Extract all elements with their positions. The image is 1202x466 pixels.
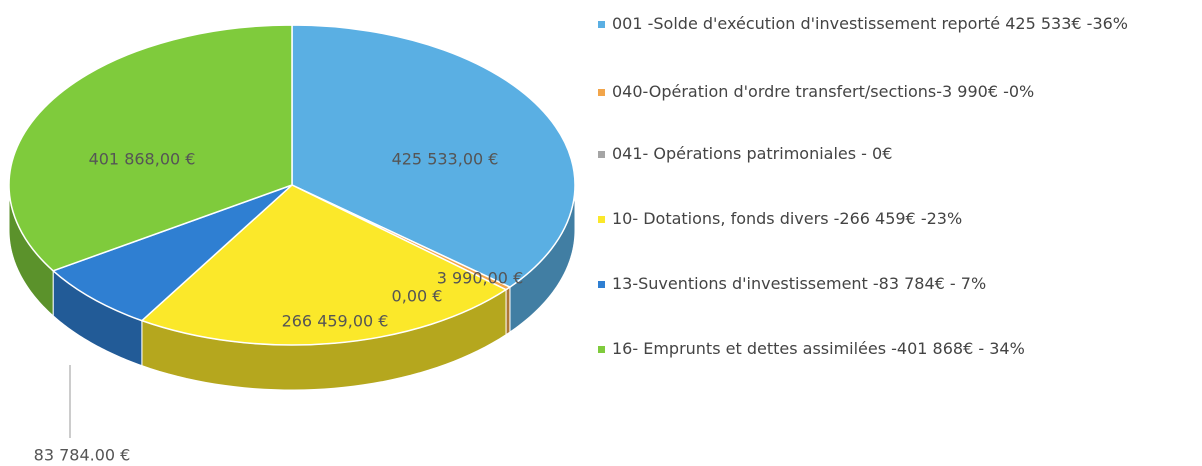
legend-item: 13-Suventions d'investissement -83 784€ … bbox=[596, 272, 1196, 296]
legend-marker bbox=[598, 216, 605, 223]
legend-marker bbox=[598, 151, 605, 158]
legend-marker bbox=[598, 346, 605, 353]
legend-marker bbox=[598, 21, 605, 28]
legend-label: 001 -Solde d'exécution d'investissement … bbox=[612, 14, 1128, 33]
legend-item: 041- Opérations patrimoniales - 0€ bbox=[596, 142, 1196, 166]
legend-item: 001 -Solde d'exécution d'investissement … bbox=[596, 12, 1196, 36]
legend-label: 13-Suventions d'investissement -83 784€ … bbox=[612, 274, 987, 293]
legend-marker bbox=[598, 89, 605, 96]
slice-side bbox=[505, 286, 511, 336]
slice bbox=[8, 24, 293, 272]
data-label: 3 990,00 € bbox=[437, 269, 524, 288]
data-label: 0,00 € bbox=[392, 287, 443, 306]
slice bbox=[51, 184, 293, 322]
legend-label: 10- Dotations, fonds divers -266 459€ -2… bbox=[612, 209, 963, 228]
legend-label: 16- Emprunts et dettes assimilées -401 8… bbox=[612, 339, 1025, 358]
slice bbox=[291, 24, 576, 288]
legend-item: 10- Dotations, fonds divers -266 459€ -2… bbox=[596, 207, 1196, 231]
legend-item: 040-Opération d'ordre transfert/sections… bbox=[596, 80, 1196, 104]
legend-item: 16- Emprunts et dettes assimilées -401 8… bbox=[596, 337, 1196, 361]
legend-label: 041- Opérations patrimoniales - 0€ bbox=[612, 144, 893, 163]
data-label: 425 533,00 € bbox=[392, 150, 499, 169]
slice bbox=[140, 184, 508, 346]
data-label: 401 868,00 € bbox=[89, 150, 196, 169]
data-label: 266 459,00 € bbox=[282, 312, 389, 331]
legend-label: 040-Opération d'ordre transfert/sections… bbox=[612, 82, 1035, 101]
data-label: 83 784.00 € bbox=[34, 446, 131, 465]
legend-marker bbox=[598, 281, 605, 288]
